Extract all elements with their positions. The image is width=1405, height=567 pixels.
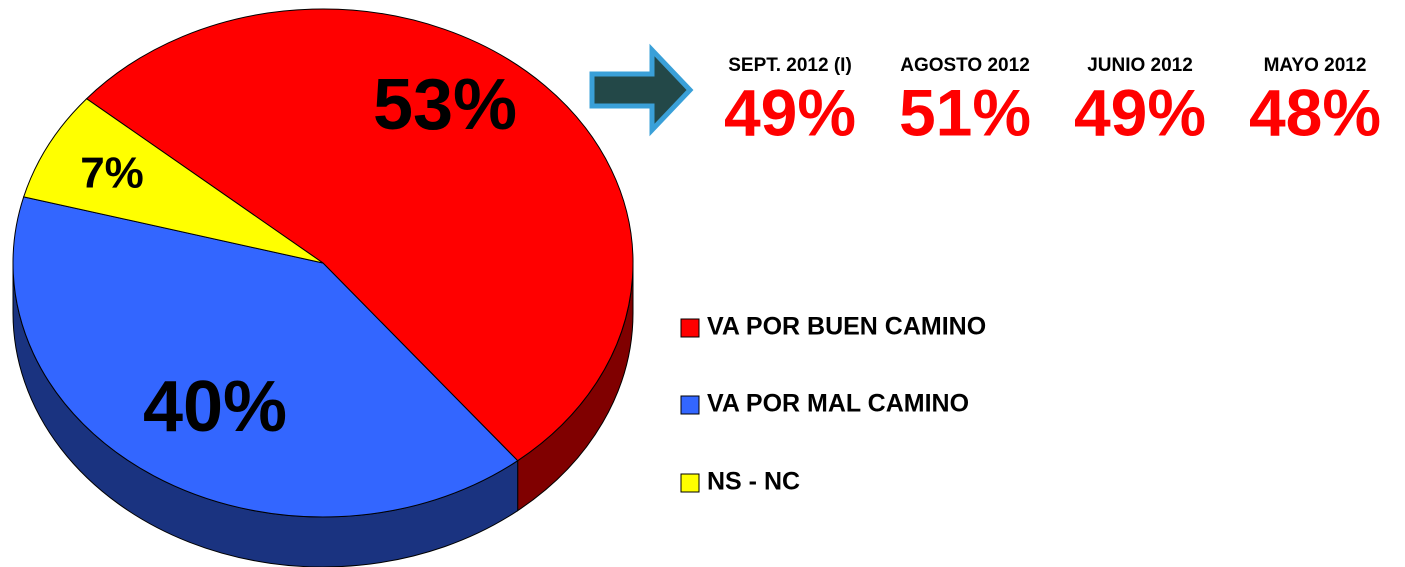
comparison-period: SEPT. 2012 (I) [728,55,852,76]
comparison-period: JUNIO 2012 [1087,55,1193,76]
legend-swatch [680,473,700,493]
comparison-value: 49% [724,75,856,149]
comparison-period: MAYO 2012 [1264,55,1367,76]
comparison-value: 48% [1249,75,1381,149]
pie-slice [23,98,324,264]
data-label: 40% [143,367,287,447]
comparison-value: 49% [1074,75,1206,149]
pie-slice [85,8,634,462]
data-label: 7% [80,149,144,198]
pie-slice [12,196,519,518]
legend-swatch [680,395,700,415]
comparison-period: AGOSTO 2012 [900,55,1030,76]
legend-label: VA POR BUEN CAMINO [707,313,986,341]
arrow [589,43,694,137]
comparison-value: 51% [899,75,1031,149]
legend-label: VA POR MAL CAMINO [707,390,969,418]
legend-label: NS - NC [707,468,800,496]
legend-swatch [680,318,700,338]
data-label: 53% [373,65,517,145]
